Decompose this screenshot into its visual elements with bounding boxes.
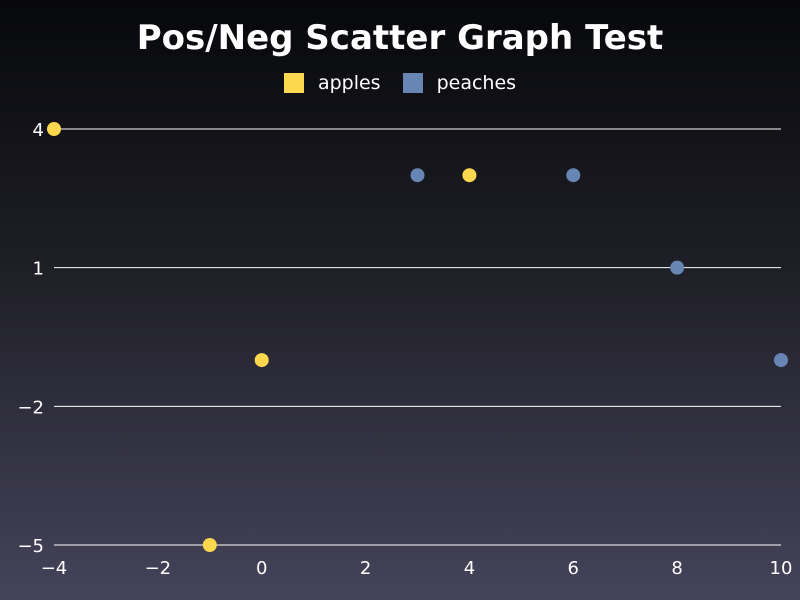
data-point-peaches <box>410 168 425 183</box>
legend-swatch-peaches <box>402 73 423 93</box>
data-point-apples <box>462 168 477 183</box>
x-tick-label: 8 <box>671 558 682 579</box>
grid-layer <box>54 128 781 546</box>
x-tick-label: −2 <box>145 558 172 579</box>
y-tick-label: −2 <box>17 397 44 418</box>
data-point-apples <box>254 353 269 368</box>
data-point-apples <box>202 538 217 552</box>
x-tick-label: −4 <box>41 558 68 579</box>
legend: apples peaches <box>0 72 800 94</box>
chart-title: Pos/Neg Scatter Graph Test <box>136 18 664 58</box>
data-points <box>47 122 788 552</box>
x-tick-label: 6 <box>568 558 579 579</box>
y-tick-label: 1 <box>33 259 44 280</box>
legend-swatch-apples <box>283 73 304 93</box>
legend-label-apples: apples <box>317 72 381 94</box>
y-tick-label: −5 <box>17 536 44 557</box>
legend-label-peaches: peaches <box>436 72 517 94</box>
legend-item-apples: apples <box>283 72 381 94</box>
x-tick-label: 10 <box>770 558 793 579</box>
x-axis-ticks: −4 −2 0 2 4 6 8 10 <box>41 558 793 579</box>
y-tick-label: 4 <box>33 120 44 141</box>
data-point-peaches <box>774 353 788 368</box>
x-tick-label: 4 <box>464 558 475 579</box>
x-tick-label: 0 <box>256 558 267 579</box>
x-tick-label: 2 <box>360 558 371 579</box>
y-axis-ticks: 4 1 −2 −5 <box>17 120 44 557</box>
data-point-peaches <box>670 260 685 275</box>
data-point-apples <box>47 122 61 136</box>
data-point-peaches <box>566 168 581 183</box>
legend-item-peaches: peaches <box>402 72 517 94</box>
